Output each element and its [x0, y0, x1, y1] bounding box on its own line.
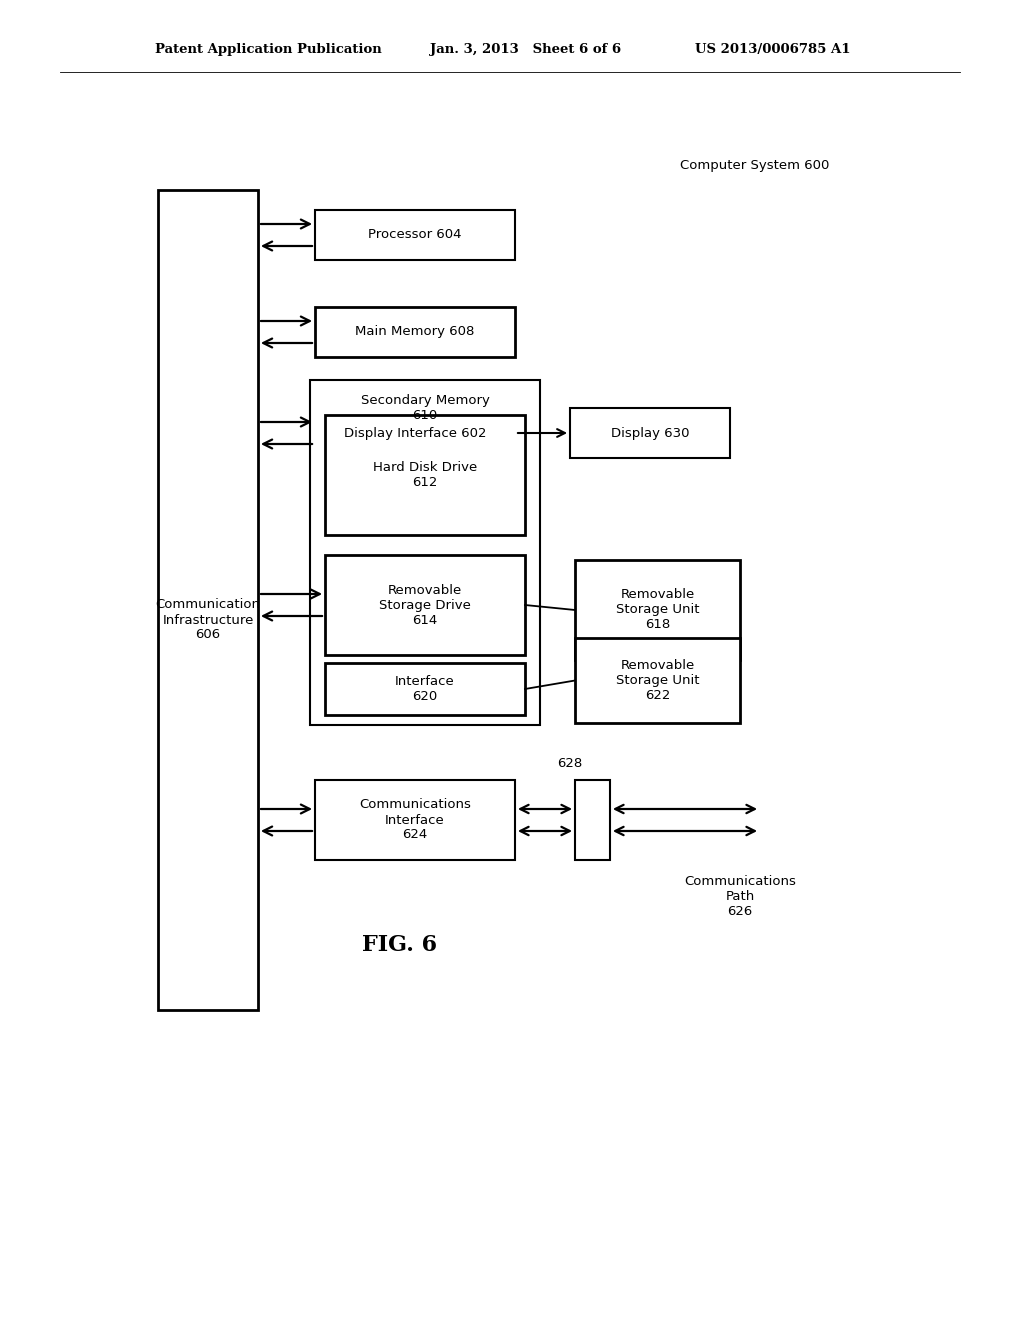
Text: Computer System 600: Computer System 600	[680, 158, 829, 172]
Text: Jan. 3, 2013   Sheet 6 of 6: Jan. 3, 2013 Sheet 6 of 6	[430, 44, 622, 57]
Bar	[315, 308, 515, 356]
Text: Hard Disk Drive
612: Hard Disk Drive 612	[373, 461, 477, 488]
Bar	[310, 380, 540, 725]
Text: 628: 628	[557, 756, 583, 770]
Bar	[325, 554, 525, 655]
Text: Main Memory 608: Main Memory 608	[355, 326, 475, 338]
Text: Interface
620: Interface 620	[395, 675, 455, 704]
Bar	[315, 408, 515, 458]
Text: Display Interface 602: Display Interface 602	[344, 426, 486, 440]
Text: FIG. 6: FIG. 6	[362, 935, 437, 956]
Text: Display 630: Display 630	[610, 426, 689, 440]
Bar	[575, 560, 740, 660]
Bar	[325, 414, 525, 535]
Text: Communications
Path
626: Communications Path 626	[684, 875, 796, 917]
Text: Communication
Infrastructure
606: Communication Infrastructure 606	[156, 598, 260, 642]
Text: Removable
Storage Drive
614: Removable Storage Drive 614	[379, 583, 471, 627]
Bar	[158, 190, 258, 1010]
Bar	[570, 408, 730, 458]
Text: Removable
Storage Unit
622: Removable Storage Unit 622	[615, 659, 699, 702]
Bar	[575, 638, 740, 723]
Text: Removable
Storage Unit
618: Removable Storage Unit 618	[615, 589, 699, 631]
Text: Secondary Memory
610: Secondary Memory 610	[360, 393, 489, 422]
Text: Processor 604: Processor 604	[369, 228, 462, 242]
Bar	[315, 780, 515, 861]
Text: US 2013/0006785 A1: US 2013/0006785 A1	[695, 44, 851, 57]
Bar	[315, 210, 515, 260]
Bar	[575, 780, 610, 861]
Text: Patent Application Publication: Patent Application Publication	[155, 44, 382, 57]
Bar	[325, 663, 525, 715]
Text: Communications
Interface
624: Communications Interface 624	[359, 799, 471, 842]
